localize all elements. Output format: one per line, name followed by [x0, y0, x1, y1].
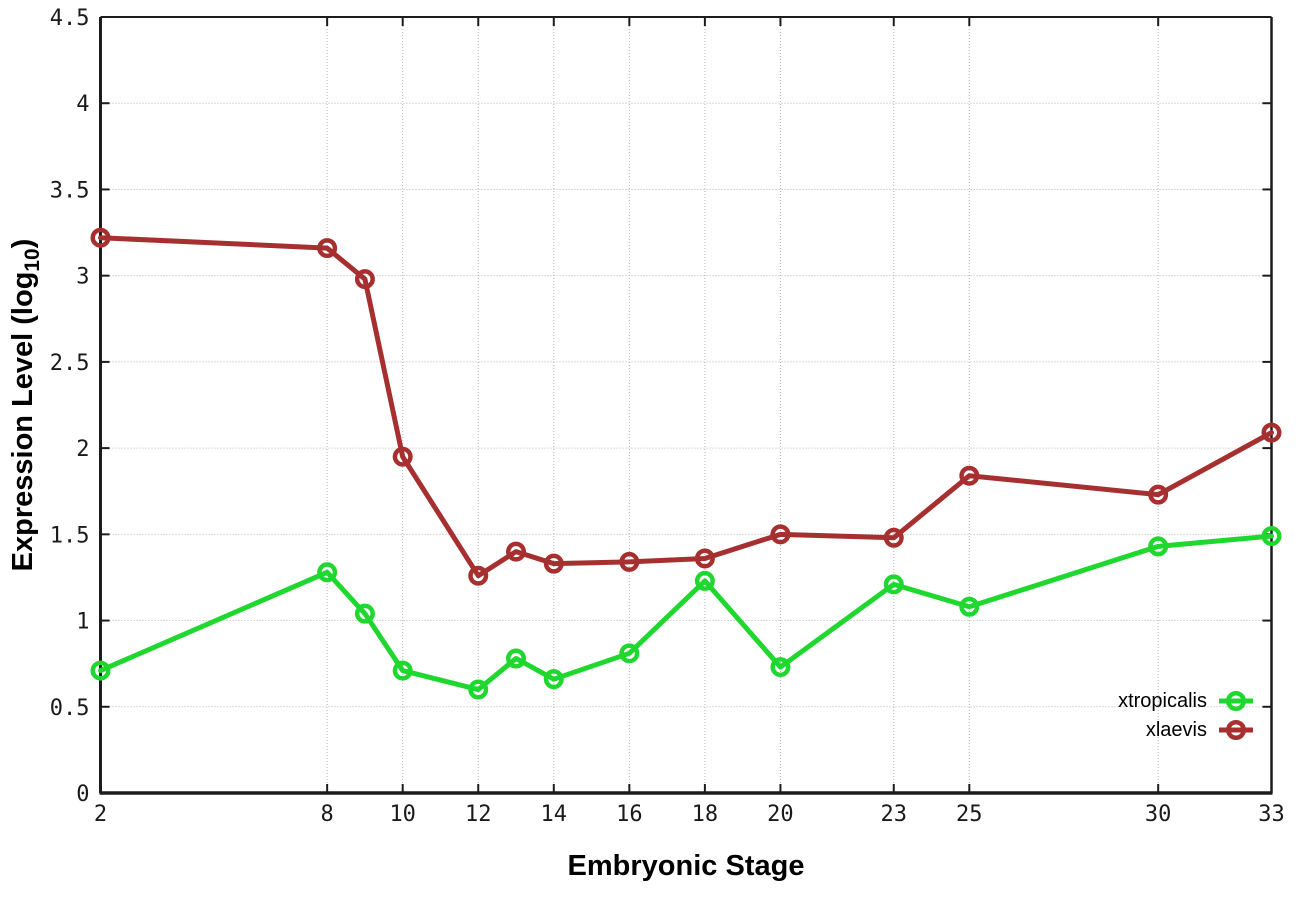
- y-tick-label: 2.5: [50, 351, 90, 376]
- x-tick-label: 20: [767, 802, 794, 827]
- data-point-xtropicalis: [694, 570, 715, 591]
- legend: xtropicalis xlaevis: [1118, 687, 1256, 744]
- y-axis-title-close: ): [7, 238, 40, 249]
- data-point-xlaevis: [317, 238, 338, 259]
- data-point-xtropicalis: [883, 574, 904, 595]
- data-point-xlaevis: [90, 227, 111, 248]
- y-tick-label: 2: [76, 437, 89, 462]
- legend-item-xtropicalis: xtropicalis: [1118, 687, 1256, 715]
- data-point-xlaevis: [543, 553, 564, 574]
- data-point-xlaevis: [694, 548, 715, 569]
- data-point-xlaevis: [1148, 484, 1169, 505]
- data-point-xlaevis: [468, 565, 489, 586]
- y-axis-title: Expression Level (log10): [7, 239, 45, 572]
- legend-marker-xlaevis: [1219, 720, 1253, 740]
- y-tick-label: 3.5: [50, 178, 90, 203]
- data-point-xtropicalis: [619, 643, 640, 664]
- x-tick-label: 16: [616, 802, 643, 827]
- data-point-xtropicalis: [1148, 536, 1169, 557]
- data-point-xtropicalis: [543, 669, 564, 690]
- data-point-xlaevis: [883, 527, 904, 548]
- data-point-xlaevis: [619, 551, 640, 572]
- data-point-xtropicalis: [959, 596, 980, 617]
- legend-label-xlaevis: xlaevis: [1145, 718, 1207, 741]
- data-point-xlaevis: [770, 524, 791, 545]
- y-tick-label: 0: [76, 782, 89, 807]
- y-axis-title-subscript: 10: [20, 248, 44, 272]
- series-line-xtropicalis: [98, 533, 1274, 693]
- x-tick-label: 8: [321, 802, 334, 827]
- data-point-xtropicalis: [90, 660, 111, 681]
- data-point-xtropicalis: [317, 562, 338, 583]
- data-point-xtropicalis: [506, 648, 527, 669]
- x-tick-label: 12: [465, 802, 492, 827]
- x-tick-label: 18: [692, 802, 719, 827]
- y-tick-label: 0.5: [50, 696, 90, 721]
- y-tick-label: 1.5: [50, 523, 90, 548]
- data-point-xtropicalis: [354, 603, 375, 624]
- series-line-xlaevis: [98, 235, 1274, 579]
- x-tick-label: 33: [1258, 802, 1285, 827]
- data-point-xtropicalis: [770, 657, 791, 678]
- data-point-xtropicalis: [468, 679, 489, 700]
- x-tick-label: 25: [956, 802, 983, 827]
- y-tick-label: 1: [76, 610, 89, 635]
- legend-label-xtropicalis: xtropicalis: [1118, 689, 1207, 712]
- x-tick-label: 2: [94, 802, 107, 827]
- x-tick-label: 30: [1145, 802, 1172, 827]
- x-tick-label: 23: [881, 802, 908, 827]
- data-point-xlaevis: [1261, 422, 1282, 443]
- y-tick-label: 4: [76, 92, 89, 117]
- legend-marker-xtropicalis: [1219, 691, 1253, 711]
- data-point-xtropicalis: [1261, 526, 1282, 547]
- y-tick-label: 4.5: [50, 6, 90, 31]
- data-point-xlaevis: [959, 465, 980, 486]
- y-axis-title-text: Expression Level (log: [7, 271, 40, 572]
- x-tick-label: 14: [541, 802, 568, 827]
- x-tick-label: 10: [389, 802, 416, 827]
- data-point-xlaevis: [506, 541, 527, 562]
- legend-item-xlaevis: xlaevis: [1146, 716, 1256, 744]
- y-tick-label: 3: [76, 265, 89, 290]
- x-axis-title: Embryonic Stage: [567, 850, 805, 882]
- data-point-xtropicalis: [392, 660, 413, 681]
- data-point-xlaevis: [392, 446, 413, 467]
- data-point-xlaevis: [354, 269, 375, 290]
